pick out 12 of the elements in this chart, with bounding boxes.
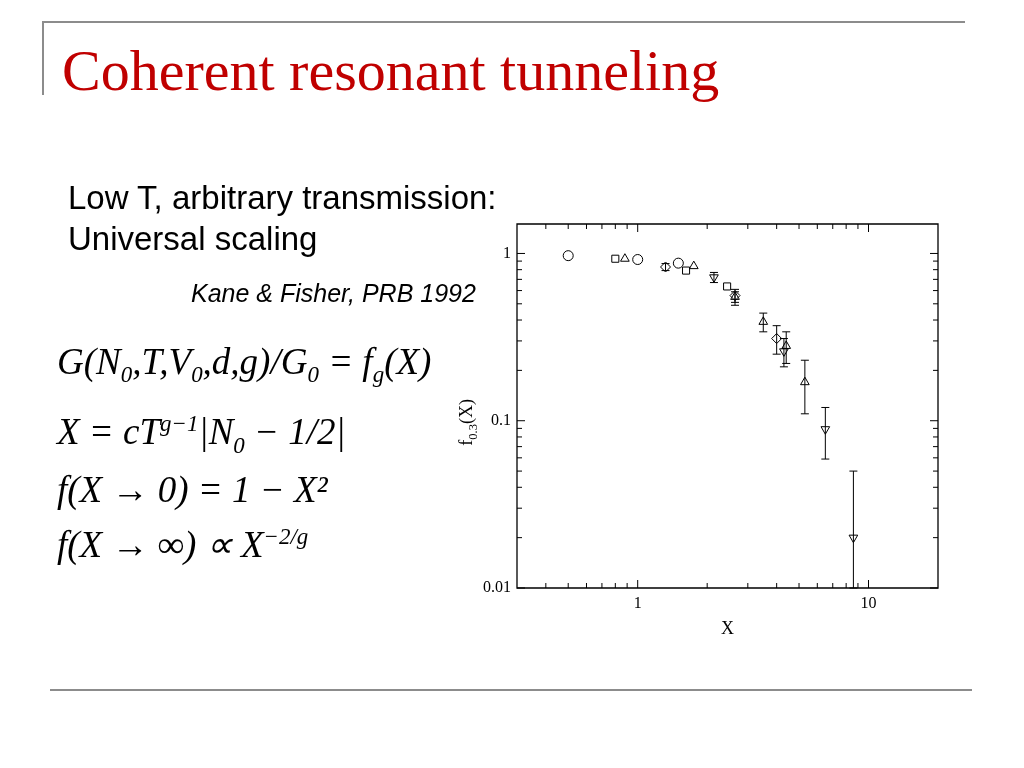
text: X = cT$^{g−1}$|N$_{0}$ − 1/2|: [57, 410, 346, 460]
y-tick-label: 0.01: [483, 578, 511, 596]
chart-subtitle: Low T, arbitrary transmission: Universal scaling: [68, 178, 498, 259]
text: f(X → ∞) ∝ X$^{−2/g}$: [57, 523, 309, 568]
chart-title: Coherent resonant tunneling: [62, 38, 720, 105]
x-axis-title: X: [721, 617, 734, 638]
x-tick-label: 10: [860, 593, 877, 611]
text: Kane & Fisher, PRB 1992: [191, 279, 476, 308]
text: G(N$_{0}$,T,V$_{0}$,d,g)/G$_{0}$ = f$_{g}$(X): [57, 341, 432, 388]
text: f(X → 0) = 1 − X²: [57, 468, 328, 512]
y-tick-label: 1: [503, 243, 511, 261]
y-tick-label: 0.1: [491, 410, 511, 428]
